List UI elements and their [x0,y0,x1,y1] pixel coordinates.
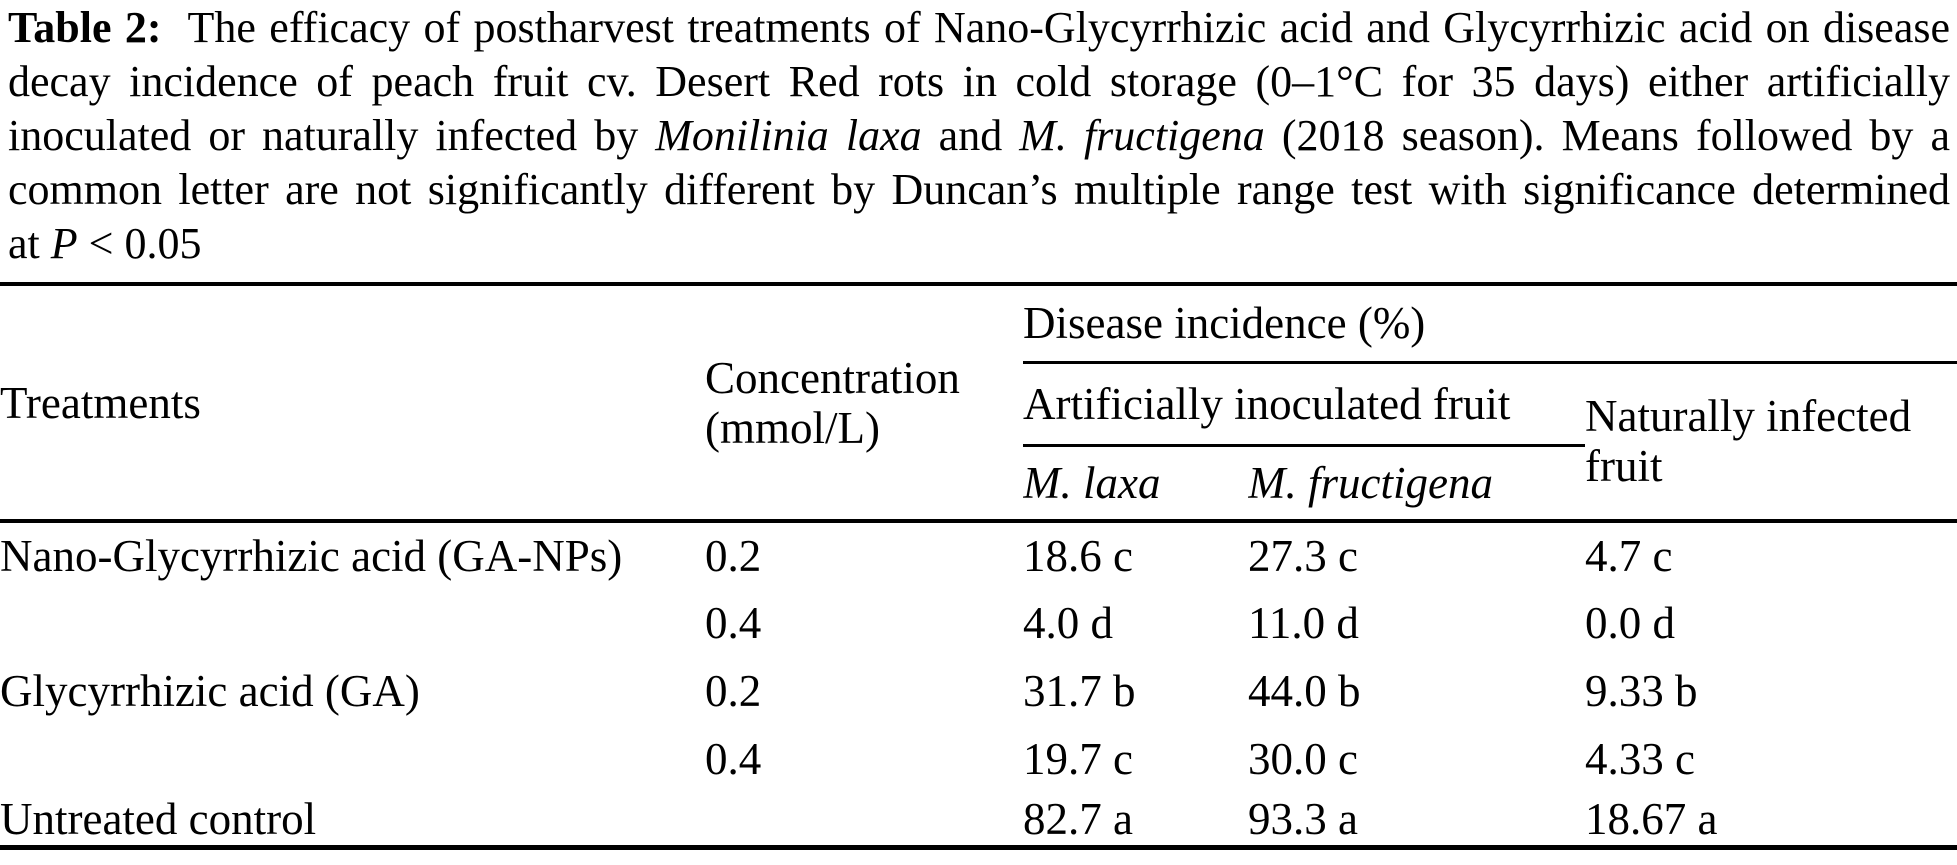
m-laxa-cell: 4.0 d [1023,598,1113,648]
caption-text: inoculated or naturally infected by [8,111,656,160]
naturally-infected-cell: 4.33 c [1585,734,1695,784]
treatment-cell: Glycyrrhizic acid (GA) [0,666,420,716]
caption-line: decay incidence of peach fruit cv. Deser… [8,55,1950,109]
caption-text: < 0.05 [77,219,202,268]
caption-line: inoculated or naturally infected by Moni… [8,109,1950,163]
treatment-cell: Untreated control [0,793,317,844]
col-group-disease-incidence: Disease incidence (%) [1023,284,1957,364]
treatment-cell [0,725,705,793]
col-header-m-laxa: M. laxa [1023,445,1248,523]
m-laxa-cell: 19.7 c [1023,734,1133,784]
caption-line: common letter are not significantly diff… [8,163,1950,217]
concentration-cell [705,793,1023,847]
col-header-naturally-infected: Naturally infected fruit [1585,362,1957,523]
concentration-cell: 0.2 [705,531,762,581]
table-container: Treatments Concentration (mmol/L) Diseas… [0,282,1957,850]
col-group-artificially-inoculated: Artificially inoculated fruit [1023,362,1585,447]
table-row: 0.4 19.7 c 30.0 c 4.33 c [0,725,1957,793]
caption-text: The efficacy of postharvest treatments o… [161,3,1951,52]
caption-text: at [8,219,51,268]
results-table: Treatments Concentration (mmol/L) Diseas… [0,282,1957,850]
header-row-group: Treatments Concentration (mmol/L) Diseas… [0,284,1957,523]
naturally-infected-cell: 0.0 d [1585,598,1675,648]
caption-italic-text: P [50,219,78,268]
treatment-cell: Nano-Glycyrrhizic acid (GA-NPs) [0,531,623,581]
table-row: Glycyrrhizic acid (GA) 0.2 31.7 b 44.0 b… [0,657,1957,725]
m-fructigena-cell: 27.3 c [1248,531,1358,581]
caption-italic-text: Monilinia laxa [655,111,922,160]
m-fructigena-cell: 11.0 d [1248,598,1359,648]
caption-text: (2018 season). Means followed by a [1264,111,1950,160]
col-header-concentration: Concentration (mmol/L) [705,284,1023,523]
caption-text: decay incidence of peach fruit cv. Deser… [8,57,1950,106]
table-row: Nano-Glycyrrhizic acid (GA-NPs) 0.2 18.6… [0,521,1957,589]
m-fructigena-cell: 44.0 b [1248,666,1361,716]
header-row-subgroup: Artificially inoculated fruit Naturally … [0,362,1957,523]
concentration-cell: 0.4 [705,734,762,784]
concentration-cell: 0.2 [705,666,762,716]
header-row-species: M. laxa M. fructigena [0,445,1957,523]
caption-italic-text: M. fructigena [1019,111,1265,160]
m-laxa-cell: 18.6 c [1023,531,1133,581]
col-header-m-fructigena: M. fructigena [1248,445,1585,523]
m-fructigena-cell: 93.3 a [1248,793,1358,844]
naturally-infected-cell: 4.7 c [1585,531,1673,581]
caption-label: Table 2: [8,3,162,52]
m-fructigena-cell: 30.0 c [1248,734,1358,784]
m-laxa-cell: 82.7 a [1023,793,1133,844]
naturally-infected-cell: 18.67 a [1585,793,1718,844]
caption-text: and [921,111,1020,160]
caption-text: common letter are not significantly diff… [8,165,1950,214]
col-header-treatments: Treatments [0,284,705,523]
table-caption: Table 2: The efficacy of postharvest tre… [8,1,1950,271]
m-laxa-cell: 31.7 b [1023,666,1136,716]
concentration-cell: 0.4 [705,598,762,648]
treatment-cell [0,589,705,657]
table-row: 0.4 4.0 d 11.0 d 0.0 d [0,589,1957,657]
caption-line: Table 2: The efficacy of postharvest tre… [8,1,1950,55]
naturally-infected-cell: 9.33 b [1585,666,1698,716]
table-row: Untreated control 82.7 a 93.3 a 18.67 a [0,793,1957,847]
caption-line: at P < 0.05 [8,217,1950,271]
